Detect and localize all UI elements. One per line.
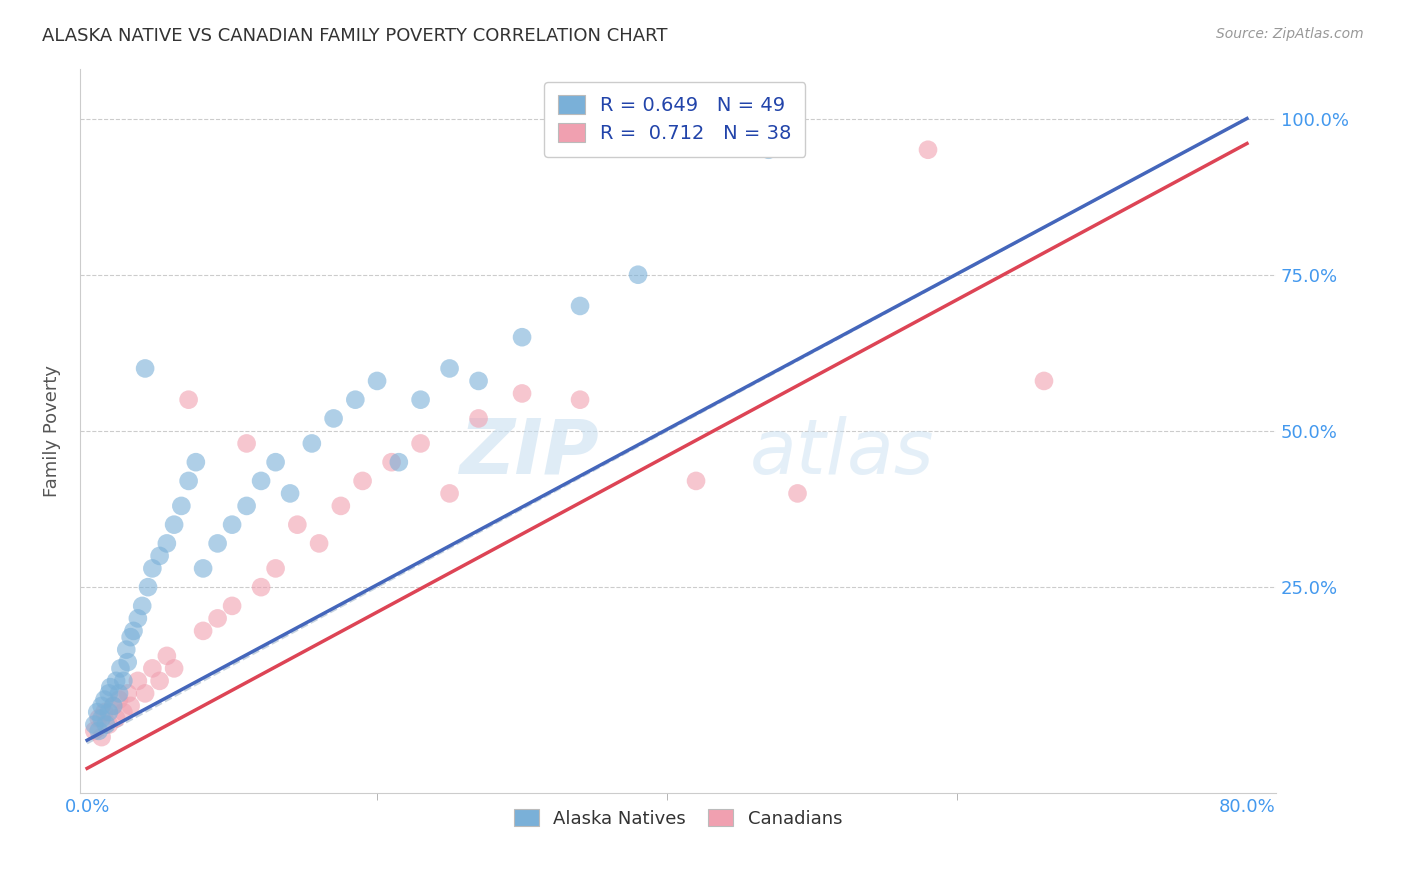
Point	[569, 299, 592, 313]
Point	[250, 474, 273, 488]
Point	[97, 686, 120, 700]
Text: ALASKA NATIVE VS CANADIAN FAMILY POVERTY CORRELATION CHART: ALASKA NATIVE VS CANADIAN FAMILY POVERTY…	[42, 27, 668, 45]
Point	[156, 648, 179, 663]
Point	[149, 549, 172, 563]
Point	[86, 705, 108, 719]
Point	[207, 611, 229, 625]
Point	[156, 536, 179, 550]
Point	[250, 580, 273, 594]
Point	[98, 680, 121, 694]
Point	[108, 692, 131, 706]
Point	[97, 717, 120, 731]
Point	[122, 624, 145, 638]
Point	[409, 392, 432, 407]
Point	[344, 392, 367, 407]
Point	[184, 455, 207, 469]
Point	[409, 436, 432, 450]
Point	[90, 698, 112, 713]
Point	[90, 730, 112, 744]
Point	[136, 580, 159, 594]
Point	[177, 474, 200, 488]
Point	[105, 711, 128, 725]
Point	[87, 723, 110, 738]
Point	[221, 517, 243, 532]
Point	[110, 661, 132, 675]
Point	[301, 436, 323, 450]
Y-axis label: Family Poverty: Family Poverty	[44, 365, 60, 497]
Point	[97, 705, 120, 719]
Point	[93, 692, 115, 706]
Point	[127, 673, 149, 688]
Point	[170, 499, 193, 513]
Point	[264, 455, 287, 469]
Point	[917, 143, 939, 157]
Point	[569, 392, 592, 407]
Point	[329, 499, 352, 513]
Point	[685, 474, 707, 488]
Point	[83, 717, 105, 731]
Text: atlas: atlas	[749, 416, 934, 490]
Text: ZIP: ZIP	[460, 416, 600, 490]
Point	[322, 411, 344, 425]
Point	[467, 374, 489, 388]
Point	[149, 673, 172, 688]
Point	[127, 611, 149, 625]
Point	[278, 486, 301, 500]
Point	[103, 698, 125, 713]
Point	[191, 624, 214, 638]
Point	[439, 361, 461, 376]
Point	[108, 686, 131, 700]
Point	[93, 705, 115, 719]
Point	[163, 661, 186, 675]
Point	[439, 486, 461, 500]
Point	[177, 392, 200, 407]
Text: Source: ZipAtlas.com: Source: ZipAtlas.com	[1216, 27, 1364, 41]
Point	[105, 673, 128, 688]
Point	[131, 599, 153, 613]
Point	[308, 536, 330, 550]
Point	[191, 561, 214, 575]
Point	[366, 374, 388, 388]
Point	[120, 630, 142, 644]
Point	[627, 268, 650, 282]
Point	[381, 455, 404, 469]
Point	[163, 517, 186, 532]
Point	[117, 686, 139, 700]
Point	[141, 561, 163, 575]
Point	[87, 711, 110, 725]
Point	[467, 411, 489, 425]
Point	[94, 717, 117, 731]
Point	[352, 474, 374, 488]
Point	[207, 536, 229, 550]
Point	[134, 686, 156, 700]
Point	[83, 723, 105, 738]
Point	[112, 673, 135, 688]
Point	[90, 711, 112, 725]
Point	[1033, 374, 1056, 388]
Point	[786, 486, 808, 500]
Point	[510, 386, 533, 401]
Point	[264, 561, 287, 575]
Point	[120, 698, 142, 713]
Point	[117, 655, 139, 669]
Point	[141, 661, 163, 675]
Legend: Alaska Natives, Canadians: Alaska Natives, Canadians	[506, 802, 849, 835]
Point	[388, 455, 411, 469]
Point	[510, 330, 533, 344]
Point	[235, 436, 257, 450]
Point	[112, 705, 135, 719]
Point	[115, 642, 138, 657]
Point	[285, 517, 308, 532]
Point	[758, 143, 780, 157]
Point	[134, 361, 156, 376]
Point	[103, 698, 125, 713]
Point	[235, 499, 257, 513]
Point	[221, 599, 243, 613]
